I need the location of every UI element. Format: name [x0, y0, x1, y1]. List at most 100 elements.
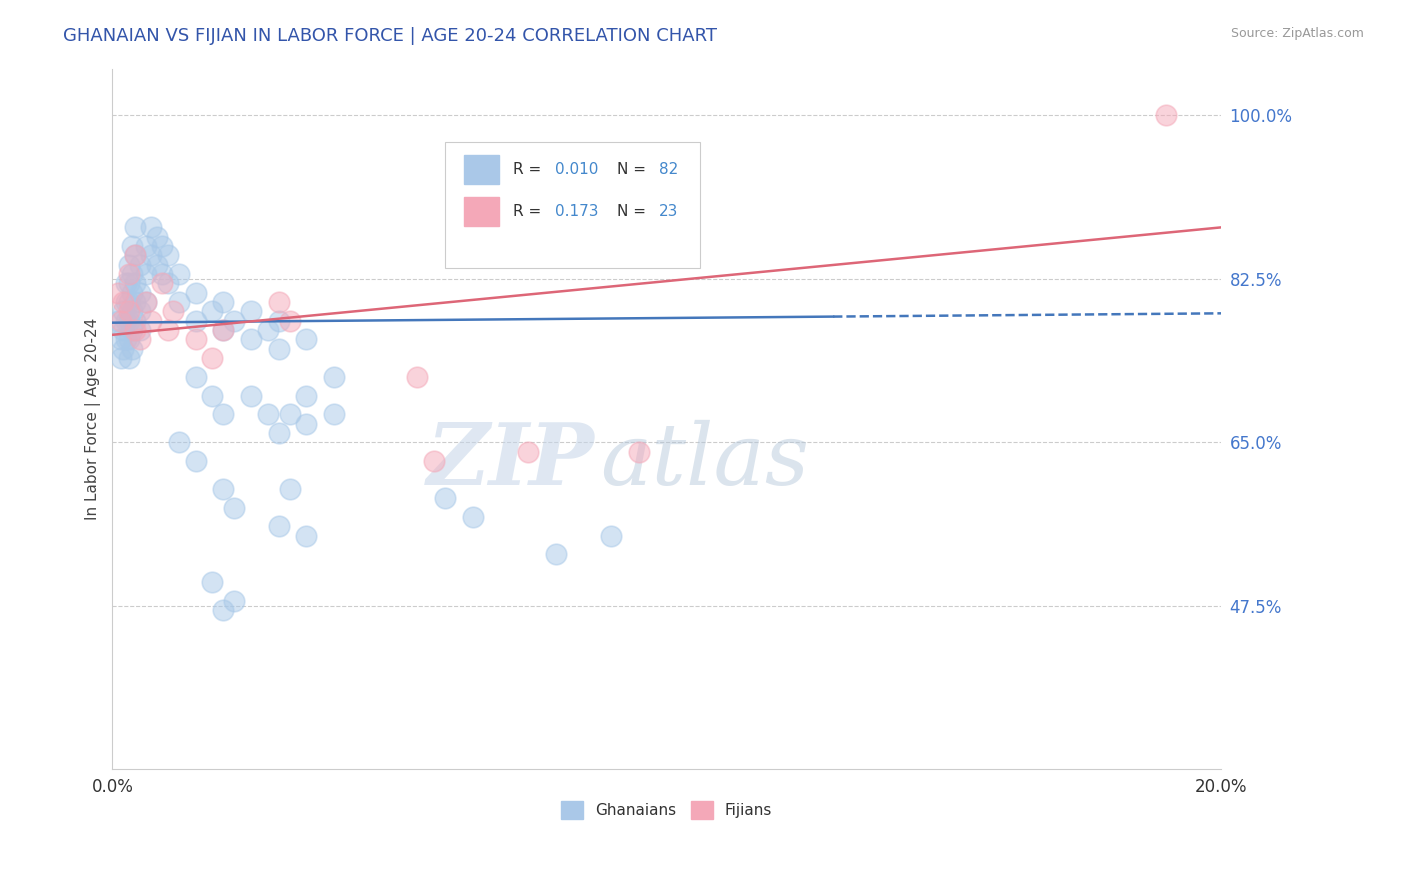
Text: R =: R = — [513, 204, 546, 219]
Point — [121, 285, 143, 300]
Text: 0.173: 0.173 — [555, 204, 599, 219]
Point — [267, 295, 290, 310]
Point — [461, 510, 484, 524]
Point — [118, 351, 141, 366]
Point — [167, 435, 190, 450]
Legend: Ghanaians, Fijians: Ghanaians, Fijians — [555, 795, 779, 825]
Point — [267, 519, 290, 533]
Point — [121, 267, 143, 281]
Point — [278, 407, 301, 421]
Point — [112, 304, 135, 318]
FancyBboxPatch shape — [464, 197, 499, 227]
Point — [124, 220, 146, 235]
Point — [201, 575, 224, 590]
Point — [118, 295, 141, 310]
Point — [135, 267, 157, 281]
Text: 0.010: 0.010 — [555, 162, 598, 178]
Point — [212, 323, 235, 337]
Point — [517, 444, 540, 458]
Text: ZIP: ZIP — [427, 419, 595, 503]
Point — [256, 323, 278, 337]
Point — [129, 285, 152, 300]
Point — [184, 333, 207, 347]
Point — [267, 342, 290, 356]
Point — [135, 295, 157, 310]
Point — [115, 295, 138, 310]
Point — [141, 314, 163, 328]
Point — [212, 482, 235, 496]
Point — [184, 285, 207, 300]
Point — [156, 323, 179, 337]
Point — [184, 314, 207, 328]
Point — [150, 277, 173, 291]
Point — [124, 248, 146, 262]
Point — [201, 388, 224, 402]
Point — [124, 314, 146, 328]
Point — [118, 304, 141, 318]
Point — [121, 342, 143, 356]
Point — [124, 248, 146, 262]
Point — [110, 333, 132, 347]
Point — [124, 277, 146, 291]
Point — [295, 388, 318, 402]
Point — [124, 295, 146, 310]
Point — [145, 258, 167, 272]
Point — [121, 239, 143, 253]
Point — [110, 314, 132, 328]
Point — [167, 295, 190, 310]
Point — [129, 323, 152, 337]
Point — [278, 314, 301, 328]
Point — [141, 220, 163, 235]
Point — [212, 603, 235, 617]
Point — [224, 314, 246, 328]
Point — [115, 277, 138, 291]
Point — [118, 258, 141, 272]
Point — [112, 295, 135, 310]
FancyBboxPatch shape — [464, 155, 499, 184]
Text: 82: 82 — [659, 162, 678, 178]
Point — [544, 548, 567, 562]
Point — [406, 369, 429, 384]
Point — [107, 314, 129, 328]
Point — [115, 314, 138, 328]
FancyBboxPatch shape — [446, 142, 700, 268]
Point — [240, 333, 263, 347]
Point — [156, 277, 179, 291]
Point — [121, 323, 143, 337]
Point — [212, 295, 235, 310]
Point — [201, 351, 224, 366]
Point — [141, 248, 163, 262]
Point — [184, 454, 207, 468]
Point — [118, 314, 141, 328]
Y-axis label: In Labor Force | Age 20-24: In Labor Force | Age 20-24 — [86, 318, 101, 520]
Point — [224, 500, 246, 515]
Text: atlas: atlas — [600, 419, 810, 502]
Point — [201, 304, 224, 318]
Point — [323, 369, 346, 384]
Point — [1154, 108, 1177, 122]
Point — [135, 239, 157, 253]
Point — [600, 529, 623, 543]
Point — [115, 333, 138, 347]
Point — [150, 239, 173, 253]
Point — [135, 295, 157, 310]
Point — [145, 229, 167, 244]
Point — [129, 333, 152, 347]
Point — [124, 323, 146, 337]
Text: R =: R = — [513, 162, 546, 178]
Point — [224, 594, 246, 608]
Point — [267, 425, 290, 440]
Point — [295, 333, 318, 347]
Point — [112, 342, 135, 356]
Point — [323, 407, 346, 421]
Point — [156, 248, 179, 262]
Text: N =: N = — [617, 162, 651, 178]
Point — [434, 491, 457, 506]
Point — [112, 323, 135, 337]
Point — [240, 304, 263, 318]
Point — [107, 285, 129, 300]
Point — [212, 323, 235, 337]
Point — [212, 407, 235, 421]
Point — [295, 529, 318, 543]
Text: GHANAIAN VS FIJIAN IN LABOR FORCE | AGE 20-24 CORRELATION CHART: GHANAIAN VS FIJIAN IN LABOR FORCE | AGE … — [63, 27, 717, 45]
